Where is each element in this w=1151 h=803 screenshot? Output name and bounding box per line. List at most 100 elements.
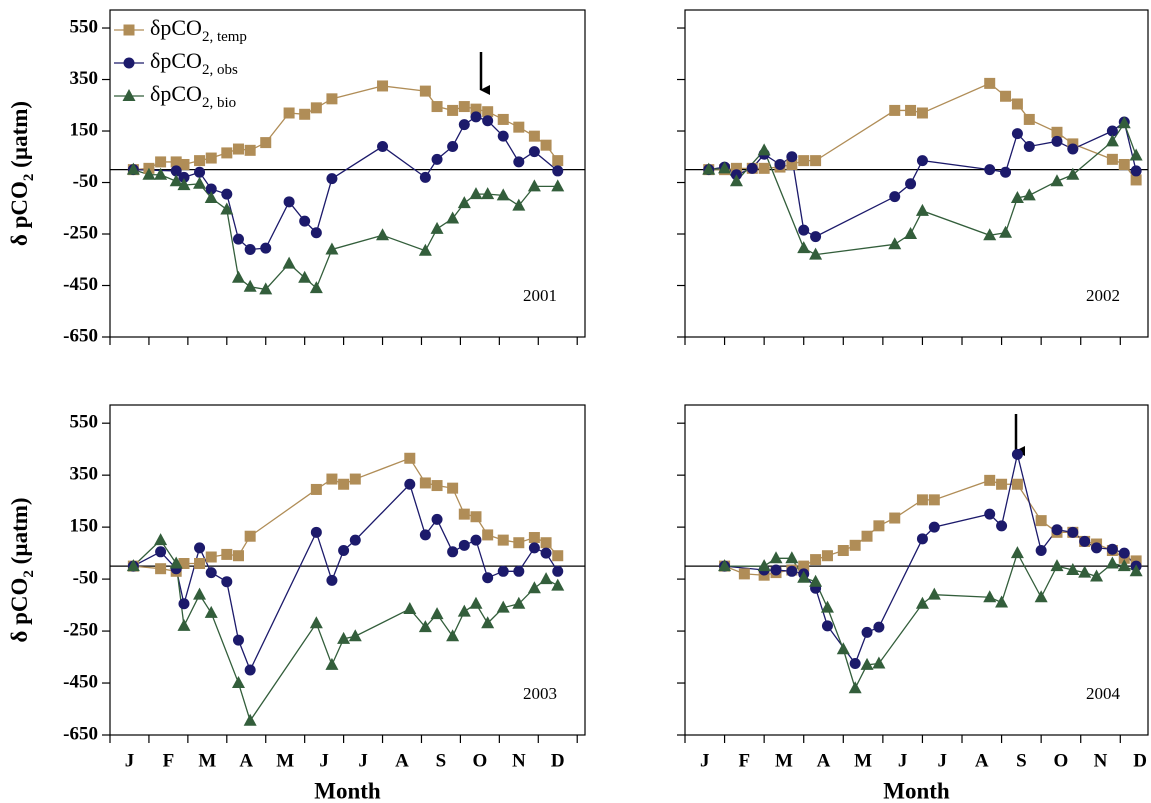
marker-square <box>377 80 389 92</box>
marker-square <box>419 85 431 97</box>
y-axis-label-part: 2 <box>21 174 37 182</box>
marker-circle <box>821 620 833 632</box>
marker-circle <box>178 598 190 610</box>
marker-square <box>419 477 431 489</box>
marker-triangle <box>169 556 183 569</box>
marker-square <box>1023 113 1035 125</box>
marker-circle <box>194 542 206 554</box>
marker-square <box>916 494 928 506</box>
marker-triangle <box>820 600 834 613</box>
marker-circle <box>170 165 182 177</box>
marker-circle <box>310 227 322 239</box>
legend-marker <box>123 57 135 69</box>
marker-triangle <box>126 559 140 572</box>
y-tick-label: 350 <box>70 464 99 485</box>
x-tick-label: J <box>358 750 368 771</box>
marker-square <box>528 130 540 142</box>
panel-label: 2004 <box>1086 684 1121 703</box>
marker-triangle <box>915 596 929 609</box>
marker-circle <box>552 565 564 577</box>
x-tick-label: A <box>975 750 989 771</box>
marker-triangle <box>1050 174 1064 187</box>
marker-square <box>786 158 798 170</box>
marker-circle <box>770 564 782 576</box>
marker-triangle <box>836 642 850 655</box>
marker-square <box>849 539 861 551</box>
marker-circle <box>205 567 217 579</box>
marker-circle <box>1079 535 1091 547</box>
marker-triangle <box>126 162 140 175</box>
y-axis-label: δ pCO2 (µatm) <box>7 101 37 246</box>
x-tick-label: F <box>739 750 751 771</box>
marker-circle <box>916 533 928 545</box>
y-tick-label: -450 <box>63 671 98 692</box>
marker-circle <box>861 626 873 638</box>
marker-square <box>905 104 917 116</box>
marker-circle <box>244 243 256 255</box>
marker-triangle <box>1105 134 1119 147</box>
marker-square <box>194 155 206 167</box>
x-tick-label: M <box>854 750 872 771</box>
marker-triangle <box>142 167 156 180</box>
marker-circle <box>1035 545 1047 557</box>
marker-triangle <box>193 176 207 189</box>
panel: J F M A M J J A S O N D 2004 Month <box>677 404 1149 803</box>
marker-square <box>873 520 885 532</box>
marker-circle <box>155 546 167 558</box>
marker-square <box>540 139 552 151</box>
y-tick-label: 150 <box>70 515 99 536</box>
marker-circle <box>326 173 338 185</box>
marker-square <box>244 530 256 542</box>
marker-circle <box>458 539 470 551</box>
x-tick-label: N <box>1094 750 1108 771</box>
marker-triangle <box>551 578 565 591</box>
panel: 550 350 150 -50 -250 -450 -650 2001 δ pCO2 (µatm… <box>7 9 586 346</box>
marker-circle <box>497 565 509 577</box>
marker-triangle <box>204 190 218 203</box>
marker-square <box>889 104 901 116</box>
marker-square <box>349 473 361 485</box>
marker-circle <box>447 546 459 558</box>
plot-frame <box>684 9 1149 338</box>
marker-triangle <box>259 282 273 295</box>
marker-triangle <box>1078 565 1092 578</box>
marker-circle <box>326 574 338 586</box>
marker-square <box>194 558 206 570</box>
marker-circle <box>1023 140 1035 152</box>
marker-square <box>326 93 338 105</box>
marker-square <box>1106 153 1118 165</box>
y-tick-label: 350 <box>70 68 99 89</box>
marker-circle <box>528 146 540 158</box>
marker-circle <box>232 634 244 646</box>
marker-square <box>170 156 182 168</box>
marker-triangle <box>231 676 245 689</box>
marker-triangle <box>457 196 471 209</box>
marker-square <box>730 162 742 174</box>
marker-circle <box>1067 143 1079 155</box>
marker-circle <box>1106 543 1118 555</box>
marker-triangle <box>457 604 471 617</box>
marker-square <box>470 511 482 523</box>
marker-triangle <box>718 161 732 174</box>
plot-frame <box>109 9 586 338</box>
marker-circle <box>774 158 786 170</box>
marker-triangle <box>983 228 997 241</box>
marker-triangle <box>1066 167 1080 180</box>
marker-triangle <box>983 590 997 603</box>
marker-circle <box>513 156 525 168</box>
marker-square <box>299 108 311 120</box>
x-tick-label: J <box>125 750 135 771</box>
panel-label: 2002 <box>1086 286 1120 305</box>
marker-circle <box>928 521 940 533</box>
legend-label-main: δpCO <box>150 48 202 73</box>
marker-square <box>540 537 552 549</box>
marker-square <box>178 558 190 570</box>
marker-triangle <box>403 601 417 614</box>
marker-square <box>482 106 494 118</box>
marker-triangle <box>1022 188 1036 201</box>
marker-triangle <box>512 596 526 609</box>
marker-triangle <box>243 279 257 292</box>
marker-circle <box>996 520 1008 532</box>
marker-square <box>928 494 940 506</box>
y-axis-label-part: 2 <box>21 570 37 578</box>
